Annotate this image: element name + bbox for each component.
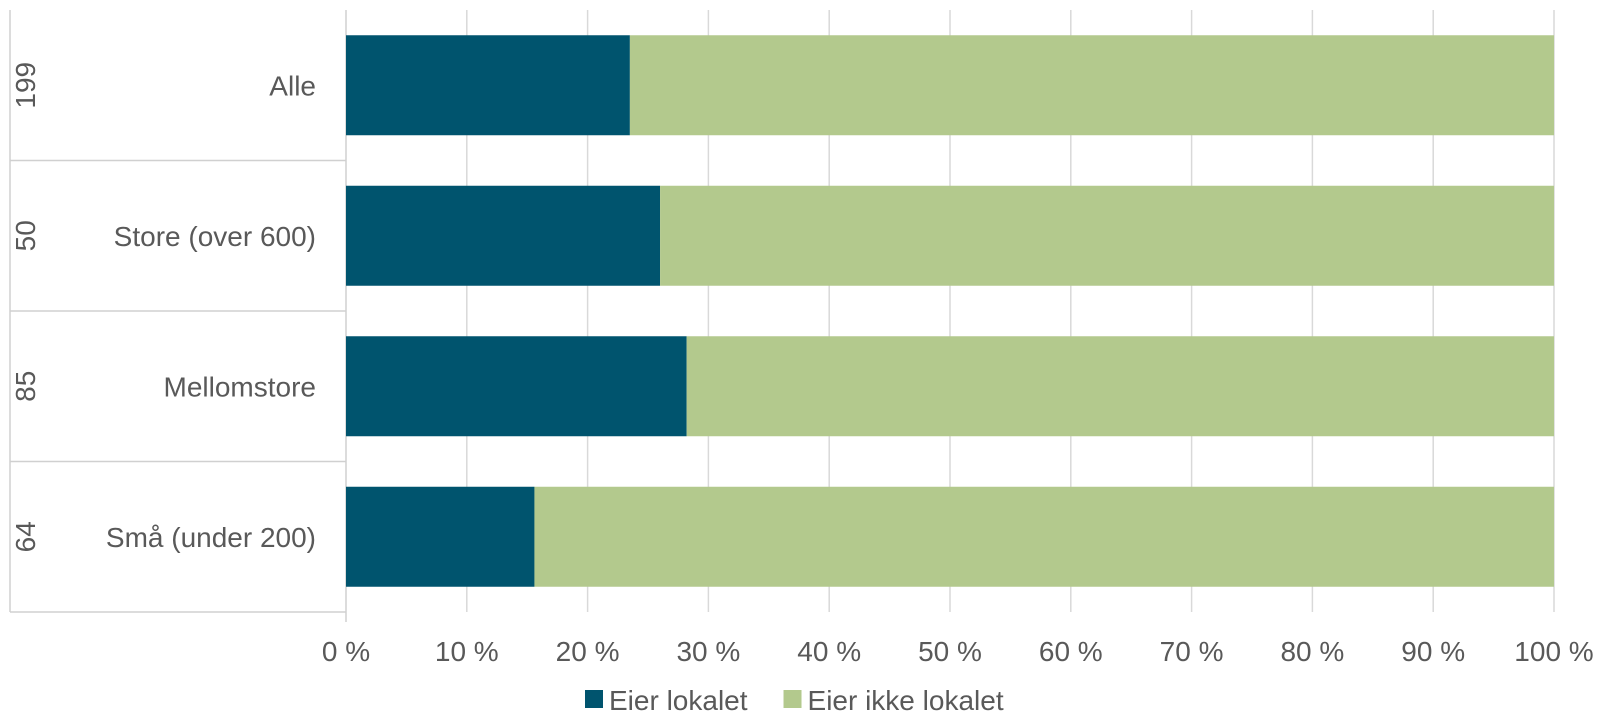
category-label: Alle <box>269 70 316 101</box>
bar-segment <box>686 336 1554 437</box>
x-tick-label: 60 % <box>1039 636 1103 667</box>
bar-segment <box>660 185 1554 286</box>
legend-swatch <box>585 690 603 708</box>
category-label: Mellomstore <box>164 371 316 402</box>
group-count-label: 85 <box>10 371 41 402</box>
legend-label: Eier ikke lokalet <box>808 685 1004 716</box>
x-tick-label: 20 % <box>556 636 620 667</box>
bar-segment <box>629 35 1554 136</box>
legend: Eier lokalet Eier ikke lokalet <box>585 685 1004 716</box>
x-tick-label: 40 % <box>797 636 861 667</box>
x-tick-label: 30 % <box>676 636 740 667</box>
x-tick-label: 50 % <box>918 636 982 667</box>
group-count-label: 50 <box>10 220 41 251</box>
x-tick-label: 10 % <box>435 636 499 667</box>
group-count-label: 199 <box>10 62 41 109</box>
bar-segment <box>346 336 687 437</box>
category-label: Små (under 200) <box>106 522 316 553</box>
legend-label: Eier lokalet <box>609 685 748 716</box>
x-tick-label: 90 % <box>1401 636 1465 667</box>
x-tick-label: 80 % <box>1280 636 1344 667</box>
group-count-label: 64 <box>10 521 41 552</box>
x-axis-ticks: 0 % 10 % 20 % 30 % 40 % 50 % 60 % 70 % 80 % 90 % 1… <box>322 636 1594 667</box>
category-labels: Alle 199 Store (over 600) 50 Mellomstore 85 Sm… <box>10 62 316 553</box>
category-label: Store (over 600) <box>114 221 316 252</box>
bar-segment <box>346 486 535 587</box>
bar-segment <box>534 486 1554 587</box>
x-tick-label: 0 % <box>322 636 370 667</box>
legend-swatch <box>783 690 802 708</box>
x-tick-label: 100 % <box>1514 636 1593 667</box>
bar-segment <box>346 35 630 136</box>
x-tick-label: 70 % <box>1160 636 1224 667</box>
bars <box>346 35 1554 587</box>
bar-segment <box>346 185 661 286</box>
